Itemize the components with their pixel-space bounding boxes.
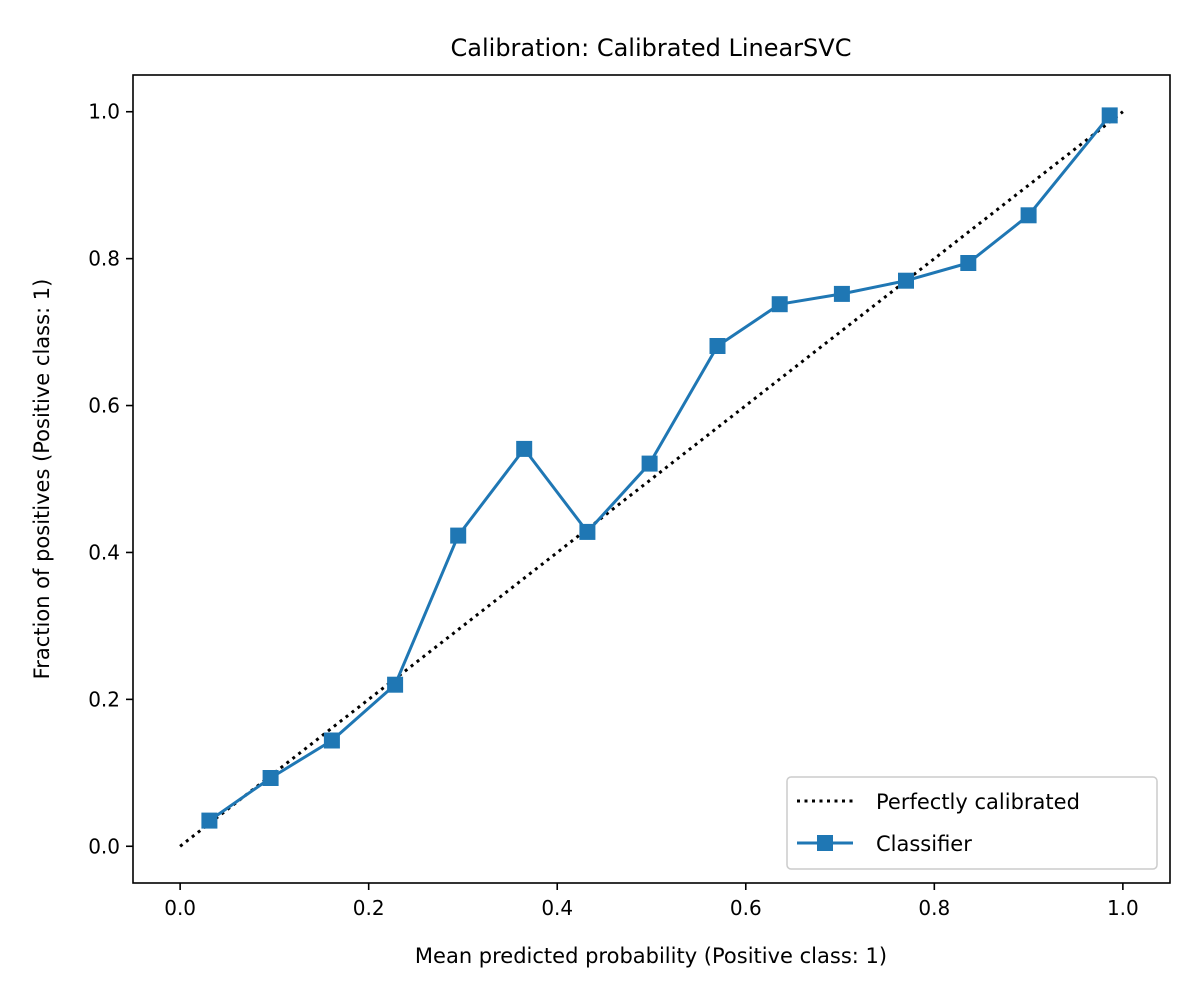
x-tick-label: 0.0 [164, 896, 196, 920]
legend-label-perfectly-calibrated: Perfectly calibrated [876, 790, 1080, 814]
legend: Perfectly calibrated Classifier [786, 776, 1158, 870]
x-tick-label: 0.2 [353, 896, 385, 920]
x-axis: 0.0 0.2 0.4 0.6 0.8 1.0 [164, 883, 1139, 920]
y-tick-label: 0.6 [88, 394, 120, 418]
data-point-classifier [201, 812, 218, 829]
legend-box [786, 776, 1158, 870]
data-point-classifier [516, 440, 533, 457]
data-point-classifier [771, 296, 788, 313]
x-tick-label: 1.0 [1107, 896, 1139, 920]
data-point-classifier [960, 255, 977, 271]
data-point-classifier [1020, 207, 1037, 224]
y-axis: 0.0 0.2 0.4 0.6 0.8 1.0 [88, 100, 133, 858]
y-axis-label: Fraction of positives (Positive class: 1… [30, 279, 54, 680]
data-point-classifier [833, 285, 850, 302]
data-point-classifier [262, 770, 279, 786]
y-tick-label: 0.2 [88, 687, 120, 711]
data-point-classifier [387, 676, 404, 693]
y-tick-label: 0.4 [88, 540, 120, 564]
data-point-classifier [579, 523, 596, 540]
plot-frame [132, 74, 1171, 884]
legend-label-classifier: Classifier [876, 832, 972, 856]
plot-area [179, 107, 1124, 848]
chart-title: Calibration: Calibrated LinearSVC [451, 34, 852, 62]
x-axis-label: Mean predicted probability (Positive cla… [415, 944, 887, 968]
x-tick-label: 0.4 [541, 896, 573, 920]
y-tick-label: 1.0 [88, 100, 120, 124]
data-point-classifier [450, 527, 467, 544]
x-tick-label: 0.8 [918, 896, 950, 920]
data-point-classifier [1101, 107, 1118, 124]
y-tick-label: 0.0 [88, 834, 120, 858]
data-point-classifier [323, 732, 340, 749]
data-point-classifier [898, 272, 914, 289]
legend-swatch-classifier-marker [817, 835, 833, 851]
data-point-classifier [709, 338, 726, 354]
y-tick-label: 0.8 [88, 247, 120, 271]
data-point-classifier [641, 455, 658, 472]
x-tick-label: 0.6 [730, 896, 762, 920]
